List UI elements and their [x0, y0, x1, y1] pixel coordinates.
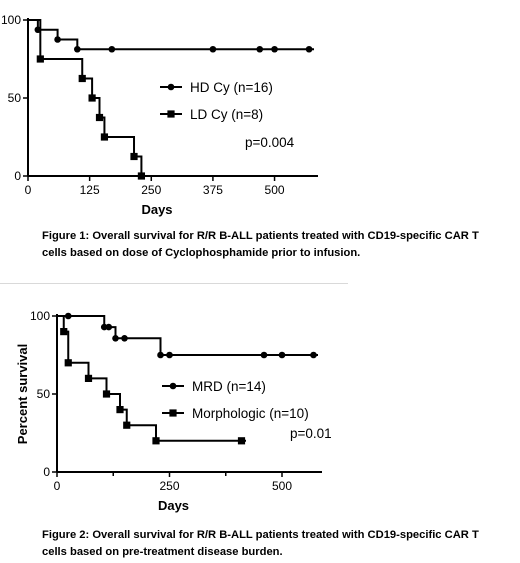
series-2-point — [130, 152, 138, 161]
series-2-point — [78, 74, 86, 83]
series-1-point — [209, 45, 217, 53]
series-1-point — [256, 45, 264, 53]
legend-marker-2 — [169, 409, 177, 417]
x-tick-label: 0 — [25, 183, 32, 197]
series-1-point — [105, 323, 113, 331]
series-1-point — [310, 351, 317, 359]
x-tick-label: 0 — [54, 479, 61, 493]
figure-2-caption-line-1: Figure 2: Overall survival for R/R B-ALL… — [42, 529, 479, 541]
series-1-point — [260, 351, 268, 359]
figure-2-chart: 0 50 100 0 250 500 Days Percent survival MRD (n=… — [15, 309, 332, 513]
series-line-1 — [28, 19, 314, 51]
legend-marker-1 — [169, 382, 177, 390]
figure-2-caption: Figure 2: Overall survival for R/R B-ALL… — [42, 527, 512, 561]
x-tick-label: 500 — [265, 183, 285, 197]
series-1-point — [157, 351, 164, 359]
y-tick-label: 50 — [37, 387, 51, 401]
panel-divider — [0, 283, 348, 284]
y-axis-label: Percent survival — [15, 344, 30, 444]
p-value-annotation: p=0.01 — [290, 426, 332, 441]
y-axis-label: Percent survival — [0, 48, 1, 148]
y-tick-label: 0 — [43, 465, 50, 479]
series-1-point — [112, 335, 119, 342]
legend-label-1: MRD (n=14) — [192, 379, 266, 394]
series-1-point — [64, 312, 72, 320]
legend-label-2: Morphologic (n=10) — [192, 406, 309, 421]
series-2-point — [116, 406, 124, 414]
series-line-2 — [28, 19, 143, 176]
x-tick-label: 250 — [141, 183, 161, 197]
x-axis-label: Days — [141, 202, 172, 217]
figure-2-panel: 0 50 100 0 250 500 Days Percent survival MRD (n=… — [0, 283, 520, 563]
series-1-point — [305, 45, 313, 53]
series-2-point — [84, 374, 93, 382]
series-2-point — [100, 133, 109, 141]
figure-2-caption-line-2: cells based on pre-treatment disease bur… — [42, 546, 283, 558]
p-value-annotation: p=0.004 — [245, 135, 295, 150]
series-2-point — [88, 94, 96, 102]
series-2-point — [137, 172, 146, 180]
series-2-point — [152, 437, 160, 445]
x-tick-label: 125 — [80, 183, 100, 197]
series-2-point — [36, 55, 44, 63]
series-2-point — [60, 328, 68, 336]
series-1-point — [166, 351, 173, 359]
y-tick-label: 100 — [1, 13, 21, 27]
figure-1-chart: 0 50 100 0 125 250 375 500 Days Percent survival H… — [0, 13, 318, 217]
series-1-point — [121, 335, 128, 342]
series-1-point — [271, 45, 278, 53]
x-tick-label: 500 — [272, 479, 292, 493]
figure-1-caption-line-1: Figure 1: Overall survival for R/R B-ALL… — [42, 230, 479, 242]
series-2-point — [237, 437, 246, 445]
series-2-point — [95, 113, 104, 122]
x-tick-label: 375 — [203, 183, 223, 197]
series-line-1 — [57, 315, 318, 356]
series-1-point — [74, 45, 81, 53]
x-tick-label: 250 — [159, 479, 179, 493]
figure-1-caption-line-2: cells based on dose of Cyclophosphamide … — [42, 247, 361, 259]
y-tick-label: 50 — [8, 91, 22, 105]
series-2-point — [123, 421, 131, 429]
figure-1-panel: 0 50 100 0 125 250 375 500 Days Percent survival H… — [0, 13, 512, 262]
legend-label-1: HD Cy (n=16) — [190, 80, 273, 95]
figure-1-caption: Figure 1: Overall survival for R/R B-ALL… — [42, 228, 512, 262]
x-axis-label: Days — [158, 498, 189, 513]
series-1-point — [54, 36, 61, 43]
series-2-point — [102, 390, 111, 398]
y-tick-label: 0 — [14, 169, 21, 183]
y-tick-label: 100 — [30, 309, 50, 323]
series-1-point — [108, 45, 116, 53]
legend-label-2: LD Cy (n=8) — [190, 107, 263, 122]
series-1-point — [278, 351, 286, 359]
legend-marker-2 — [167, 110, 175, 118]
series-2-point — [64, 359, 72, 367]
legend-marker-1 — [167, 83, 175, 91]
